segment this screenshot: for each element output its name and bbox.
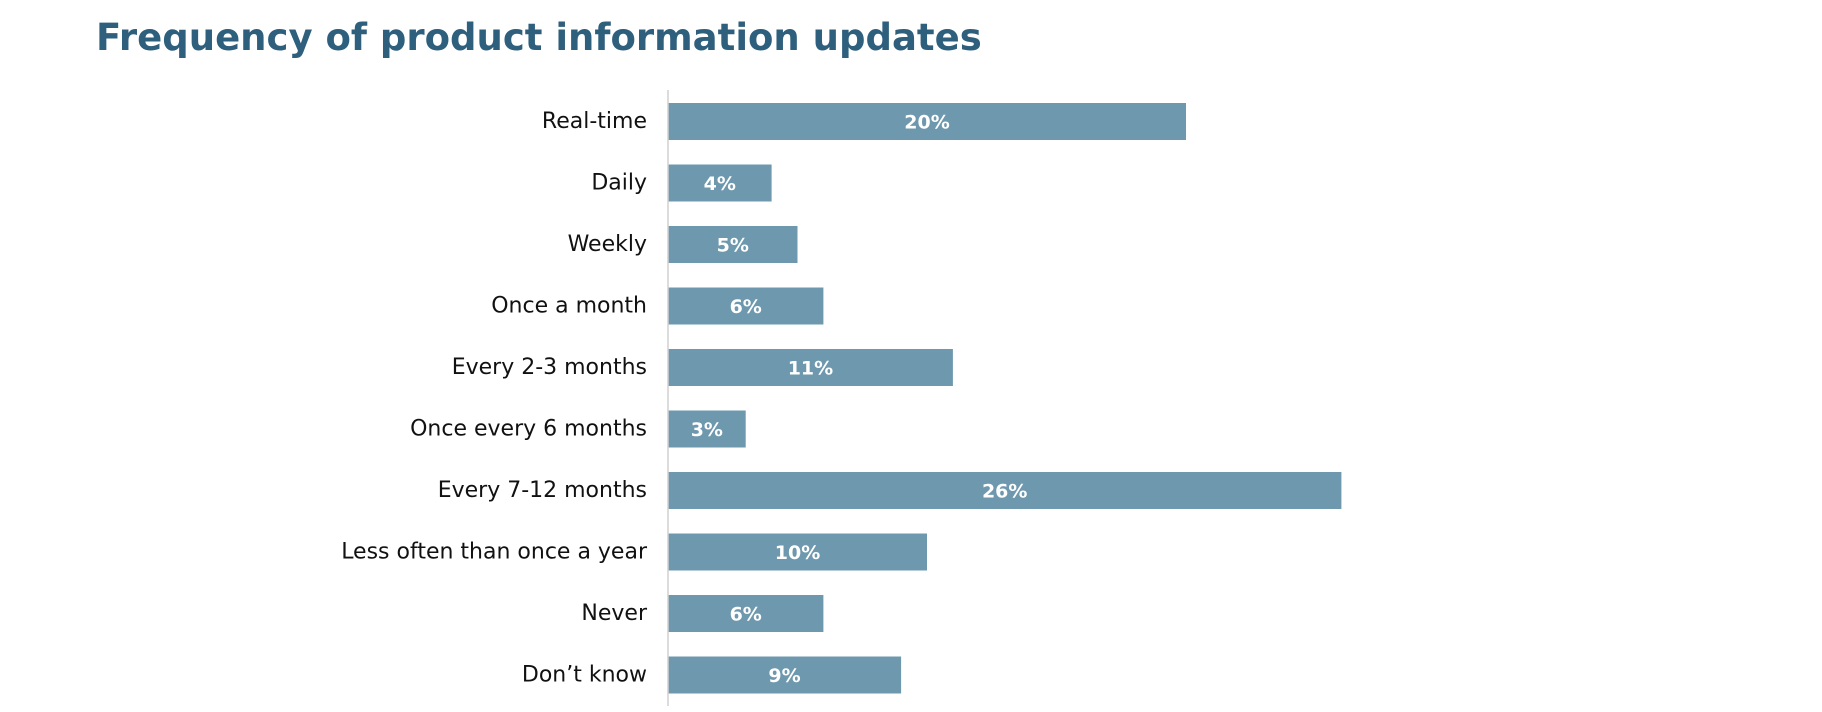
bars-group: Real-time 20% Daily 4% Weekly 5% Once a month 6… [341, 103, 1342, 694]
category-label: Every 7-12 months [438, 478, 647, 503]
bar-value-label: 11% [788, 358, 833, 380]
bar-value-label: 9% [768, 665, 800, 687]
chart-title: Frequency of product information updates [96, 16, 982, 59]
bar-value-label: 20% [904, 112, 949, 134]
category-label: Daily [591, 171, 647, 196]
bar-value-label: 26% [982, 481, 1027, 503]
bar [668, 349, 953, 386]
bar-value-label: 10% [775, 542, 820, 564]
bar-value-label: 5% [717, 235, 749, 257]
bar [668, 164, 772, 202]
category-label: Don’t know [522, 663, 647, 688]
category-label: Once every 6 months [410, 417, 647, 442]
bar [668, 656, 902, 694]
bar-value-label: 4% [704, 173, 736, 195]
bar-value-label: 6% [730, 604, 762, 626]
bar-value-label: 6% [730, 296, 762, 318]
bar [668, 287, 824, 325]
category-label: Every 2-3 months [452, 355, 647, 380]
category-label: Weekly [568, 232, 647, 257]
bar [668, 472, 1342, 509]
bar-value-label: 3% [691, 419, 723, 441]
bar [668, 226, 798, 263]
bar [668, 533, 927, 571]
category-label: Once a month [491, 294, 647, 319]
bar [668, 410, 746, 448]
bar [668, 595, 824, 632]
bar [668, 103, 1186, 140]
category-label: Never [581, 601, 648, 626]
category-label: Real-time [542, 109, 647, 134]
category-label: Less often than once a year [341, 540, 648, 565]
